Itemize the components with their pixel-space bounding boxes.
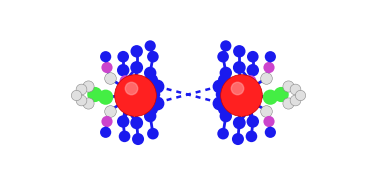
Point: [223, 115, 229, 118]
Point: [149, 78, 155, 81]
Point: [104, 66, 110, 69]
Point: [297, 93, 303, 96]
Point: [122, 80, 128, 83]
Point: [103, 96, 109, 99]
Point: [121, 135, 127, 138]
Point: [73, 93, 79, 96]
Point: [134, 50, 140, 53]
Point: [233, 86, 240, 89]
Point: [151, 93, 157, 96]
Point: [285, 85, 291, 88]
Point: [285, 101, 291, 104]
Point: [128, 86, 134, 89]
Point: [78, 98, 84, 101]
Point: [154, 101, 160, 104]
Point: [134, 121, 140, 124]
Point: [263, 77, 269, 80]
Point: [249, 135, 255, 138]
Point: [220, 55, 226, 58]
Point: [219, 93, 225, 96]
Point: [120, 120, 126, 123]
Point: [150, 55, 156, 58]
Point: [238, 93, 244, 96]
Point: [267, 131, 273, 134]
Point: [78, 88, 84, 91]
Point: [120, 55, 126, 58]
Point: [292, 98, 298, 101]
Point: [107, 109, 113, 112]
Point: [248, 105, 254, 108]
Point: [250, 55, 256, 58]
Point: [263, 109, 269, 112]
Point: [221, 78, 227, 81]
Point: [122, 105, 128, 108]
Point: [267, 55, 273, 58]
Point: [85, 101, 91, 104]
Point: [250, 120, 256, 123]
Point: [147, 44, 153, 47]
Point: [85, 85, 91, 88]
Point: [150, 104, 156, 107]
Point: [120, 69, 126, 72]
Point: [216, 101, 222, 104]
Point: [220, 132, 226, 135]
Point: [236, 121, 242, 124]
Point: [266, 66, 272, 69]
Point: [250, 69, 256, 72]
Point: [104, 120, 110, 123]
Point: [135, 138, 141, 141]
Point: [235, 138, 241, 141]
Point: [236, 66, 242, 69]
Point: [223, 71, 229, 74]
Point: [103, 55, 109, 58]
Point: [236, 50, 242, 53]
Point: [103, 131, 109, 134]
Point: [220, 85, 226, 88]
Point: [150, 85, 156, 88]
Point: [216, 85, 222, 88]
Point: [223, 44, 229, 47]
Point: [132, 93, 138, 96]
Point: [147, 71, 153, 74]
Point: [266, 120, 272, 123]
Point: [220, 104, 226, 107]
Point: [278, 93, 284, 96]
Point: [92, 93, 98, 96]
Point: [150, 132, 156, 135]
Point: [149, 108, 155, 111]
Point: [154, 85, 160, 88]
Point: [221, 108, 227, 111]
Point: [267, 96, 273, 99]
Point: [107, 77, 113, 80]
Point: [134, 66, 140, 69]
Point: [147, 115, 153, 118]
Point: [248, 80, 254, 83]
Point: [292, 88, 298, 91]
